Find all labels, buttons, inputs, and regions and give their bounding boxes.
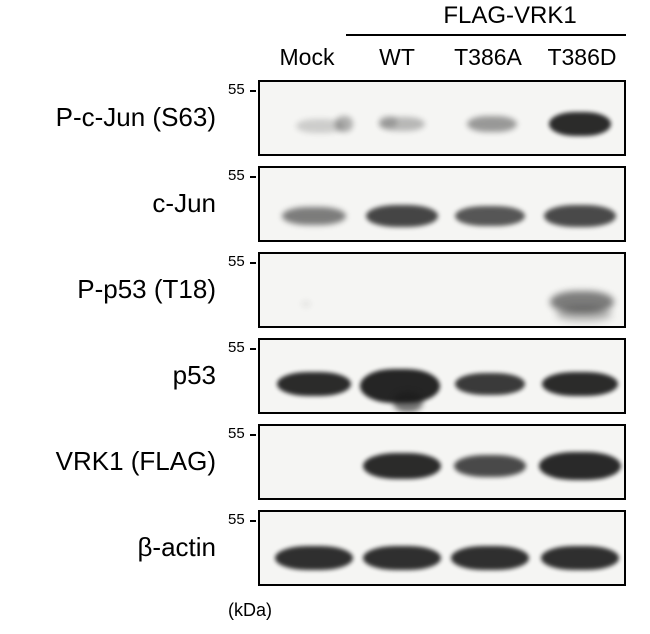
lane-label-3: T386D bbox=[540, 44, 624, 71]
row-label: VRK1 (FLAG) bbox=[56, 446, 216, 477]
mw-marker-tick bbox=[250, 262, 256, 264]
blot-panel bbox=[258, 80, 626, 156]
band bbox=[379, 116, 397, 128]
band bbox=[542, 372, 618, 396]
mw-marker-label: 55 bbox=[228, 253, 245, 270]
mw-marker-tick bbox=[250, 434, 256, 436]
mw-marker-label: 55 bbox=[228, 511, 245, 528]
mw-marker-label: 55 bbox=[228, 425, 245, 442]
row-label: c-Jun bbox=[152, 188, 216, 219]
mw-marker-label: 55 bbox=[228, 167, 245, 184]
blot-panel bbox=[258, 338, 626, 414]
blot-panel bbox=[258, 424, 626, 500]
row-label: β-actin bbox=[137, 532, 216, 563]
band bbox=[393, 392, 423, 412]
band bbox=[454, 455, 526, 477]
band bbox=[363, 546, 441, 570]
band bbox=[544, 205, 616, 227]
blot-panel bbox=[258, 510, 626, 586]
band bbox=[301, 300, 311, 308]
row-label: P-c-Jun (S63) bbox=[56, 102, 216, 133]
band bbox=[363, 453, 441, 479]
blot-panel bbox=[258, 166, 626, 242]
mw-marker-tick bbox=[250, 90, 256, 92]
lane-label-2: T386A bbox=[448, 44, 528, 71]
band bbox=[366, 205, 438, 227]
kda-unit-label: (kDa) bbox=[228, 600, 272, 621]
mw-marker-label: 55 bbox=[228, 339, 245, 356]
band bbox=[549, 112, 611, 136]
band bbox=[277, 372, 351, 396]
mw-marker-label: 55 bbox=[228, 81, 245, 98]
blot-panel bbox=[258, 252, 626, 328]
band bbox=[275, 546, 353, 570]
band bbox=[467, 116, 517, 132]
band bbox=[541, 546, 619, 570]
western-blot-figure: FLAG-VRK1 Mock WT T386A T386D P-c-Jun (S… bbox=[0, 0, 650, 634]
mw-marker-tick bbox=[250, 348, 256, 350]
row-label: p53 bbox=[173, 360, 216, 391]
row-label: P-p53 (T18) bbox=[77, 274, 216, 305]
lane-label-1: WT bbox=[362, 44, 432, 71]
mw-marker-tick bbox=[250, 176, 256, 178]
band bbox=[282, 207, 346, 225]
header-group-label: FLAG-VRK1 bbox=[400, 2, 620, 30]
band bbox=[335, 116, 353, 132]
band bbox=[539, 452, 621, 480]
band bbox=[556, 307, 612, 321]
band bbox=[451, 546, 529, 570]
band bbox=[455, 206, 525, 226]
band bbox=[455, 373, 525, 395]
lane-label-0: Mock bbox=[272, 44, 342, 71]
mw-marker-tick bbox=[250, 520, 256, 522]
header-group-line bbox=[346, 34, 626, 36]
